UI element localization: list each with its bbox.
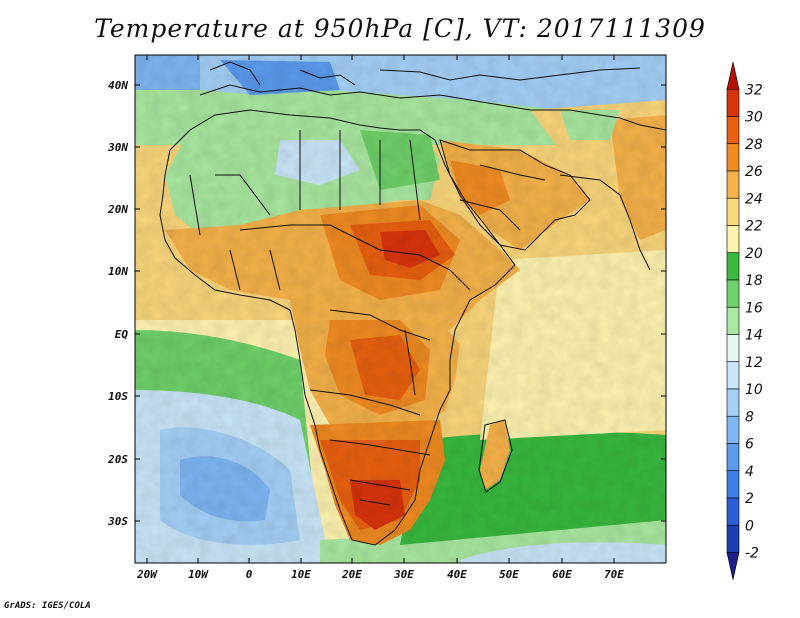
colorbar-cell	[726, 143, 740, 172]
coastlines	[159, 61, 666, 546]
colorbar-cell	[726, 552, 740, 580]
colorbar-label: 16	[745, 300, 763, 316]
colorbar-cell	[726, 443, 740, 472]
colorbar-cell	[726, 306, 740, 335]
colorbar-cell	[726, 415, 740, 444]
colorbar-label: 14	[745, 328, 763, 344]
colorbar-label: 12	[745, 355, 763, 371]
longitude-labels: 20W 10W 0 10E 20E 30E 40E 50E 60E 70E	[136, 568, 624, 581]
colorbar-cell	[726, 61, 740, 90]
lon-label: 10E	[291, 568, 311, 581]
colorbar-cell	[726, 252, 740, 281]
lat-label: 10N	[108, 265, 128, 278]
lon-label: 10W	[188, 568, 209, 581]
lat-label: 40N	[108, 79, 128, 92]
map-title: Temperature at 950hPa [C], VT: 201711130…	[94, 14, 706, 43]
temperature-field	[135, 55, 666, 563]
lon-label: 20E	[341, 568, 362, 581]
colorbar-label: 2	[745, 491, 754, 507]
colorbar-cell	[726, 170, 740, 199]
lon-label: 0	[246, 568, 253, 581]
lat-label: 20S	[107, 453, 128, 466]
lon-label: 20W	[136, 568, 158, 581]
colorbar-cell	[726, 334, 740, 363]
lat-label: 10S	[108, 390, 128, 403]
colorbar-label: -2	[745, 546, 759, 562]
lat-label: 30N	[107, 141, 128, 154]
axis-ticks	[135, 55, 666, 563]
colorbar-label: 22	[745, 219, 763, 235]
lon-label: 70E	[604, 568, 624, 581]
colorbar-cell	[726, 497, 740, 526]
lat-label: 20N	[107, 203, 128, 216]
colorbar-label: 32	[745, 82, 763, 98]
colorbar-label: 26	[745, 164, 763, 180]
colorbar-label: 28	[745, 137, 763, 153]
colorbar-cell	[726, 470, 740, 499]
colorbar-label: 20	[745, 246, 763, 262]
colorbar-cell	[726, 361, 740, 390]
colorbar-label: 0	[745, 518, 754, 534]
colorbar-label: 4	[745, 464, 754, 480]
colorbar-cells	[726, 61, 740, 580]
lat-label: EQ	[115, 328, 129, 341]
lon-label: 60E	[552, 568, 572, 581]
colorbar-cell	[726, 388, 740, 417]
colorbar-cell	[726, 116, 740, 145]
grads-credit: GrADS: IGES/COLA	[4, 601, 91, 611]
latitude-labels: 40N 30N 20N 10N EQ 10S 20S 30S	[107, 79, 128, 528]
colorbar-label: 6	[745, 437, 754, 453]
lat-label: 30S	[107, 515, 128, 528]
colorbar-label: 10	[745, 382, 763, 398]
colorbar-cell	[726, 88, 740, 117]
colorbar-label: 18	[745, 273, 763, 289]
lon-label: 30E	[393, 568, 414, 581]
colorbar-label: 24	[745, 191, 763, 207]
colorbar-cell	[726, 279, 740, 308]
colorbar-cell	[726, 197, 740, 226]
colorbar-cell	[726, 524, 740, 553]
map-frame	[134, 54, 667, 564]
lon-label: 50E	[499, 568, 519, 581]
colorbar-label: 30	[745, 110, 763, 126]
colorbar-cell	[726, 225, 740, 254]
lon-label: 40E	[447, 568, 467, 581]
colorbar-label: 8	[745, 409, 754, 425]
